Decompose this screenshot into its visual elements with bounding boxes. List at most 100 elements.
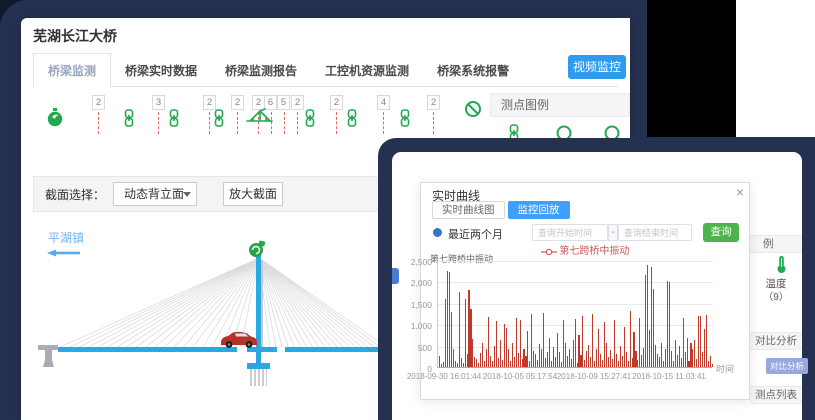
thermometer-icon[interactable] xyxy=(776,255,787,274)
chart-y-tick-label: 0 xyxy=(427,364,432,374)
chart-bar xyxy=(547,351,549,367)
video-monitor-button[interactable]: 视频监控 xyxy=(568,55,626,79)
section-select-label: 截面选择： xyxy=(45,188,106,202)
chart-bar xyxy=(641,355,643,367)
chart-x-axis-label: 时间 xyxy=(716,364,735,374)
chart-bar xyxy=(666,281,668,367)
chart-bar xyxy=(468,289,470,367)
video-feed-area xyxy=(647,0,736,137)
main-tab-3[interactable]: 工控机资源监测 xyxy=(325,64,410,78)
chart-bar xyxy=(458,292,460,367)
bridge-sensor-icon[interactable] xyxy=(246,107,273,124)
chart-bar xyxy=(604,321,606,367)
chart-bar xyxy=(615,354,617,367)
deck-gap xyxy=(277,347,285,352)
chart-bar xyxy=(611,359,613,367)
chart-bar xyxy=(554,356,556,367)
chart-bar xyxy=(513,356,515,367)
chart-bar xyxy=(462,363,464,367)
dialog-tab-0[interactable]: 实时曲线图 xyxy=(432,201,505,219)
chart-bar xyxy=(545,357,547,367)
main-tab-bar: 桥梁监测 桥梁实时数据 桥梁监测报告 工控机资源监测 桥梁系统报警 xyxy=(33,53,523,88)
chart-bar xyxy=(706,315,708,367)
chain-sensor-icon[interactable] xyxy=(304,109,316,127)
chart-bar xyxy=(499,339,501,367)
sensor-count-badge: 6 xyxy=(264,95,277,110)
sensor-count-badge: 2 xyxy=(291,95,304,110)
chart-bar xyxy=(637,360,639,367)
chart-bar xyxy=(690,343,692,367)
main-tab-4[interactable]: 桥梁系统报警 xyxy=(437,64,510,78)
query-button[interactable]: 查询 xyxy=(703,223,739,242)
chain-sensor-icon[interactable] xyxy=(399,109,411,127)
recent-range-radio[interactable] xyxy=(433,228,442,237)
chart-bar xyxy=(476,359,478,367)
chart-bar xyxy=(625,352,627,367)
car-on-bridge xyxy=(219,329,259,349)
sensor-dash-line xyxy=(98,112,99,134)
chart-bar xyxy=(543,312,545,367)
stopwatch-icon[interactable] xyxy=(46,108,64,128)
close-icon[interactable]: × xyxy=(736,184,745,200)
temperature-legend-label[interactable]: 温度 xyxy=(765,278,787,290)
tabs-underline xyxy=(33,86,618,87)
chart-bar xyxy=(696,359,698,367)
chart-bar xyxy=(590,357,592,367)
chart-bar xyxy=(515,317,517,367)
chain-sensor-icon[interactable] xyxy=(168,109,180,127)
chart-bar xyxy=(584,360,586,367)
chart-bar xyxy=(680,358,682,367)
chart-bar xyxy=(566,355,568,367)
chart-bar xyxy=(529,361,531,367)
chain-sensor-icon[interactable] xyxy=(213,109,225,127)
chart-bar xyxy=(562,319,564,367)
compare-analysis-button[interactable]: 对比分析 xyxy=(766,358,808,374)
chart-bar xyxy=(605,343,608,367)
chart-bar xyxy=(578,334,580,367)
chart-bar xyxy=(537,360,539,367)
compare-section-header: 对比分析 xyxy=(750,332,802,350)
chart-bar xyxy=(643,347,645,367)
page-title: 芜湖长江大桥 xyxy=(33,28,117,44)
query-end-input[interactable] xyxy=(618,224,692,241)
chart-bar xyxy=(446,270,448,367)
chart-bar xyxy=(686,337,688,367)
chain-sensor-icon[interactable] xyxy=(123,109,135,127)
chart-bar xyxy=(710,356,712,367)
sensor-dash-line xyxy=(209,112,210,134)
main-tab-0[interactable]: 桥梁监测 xyxy=(33,53,112,88)
main-tab-2[interactable]: 桥梁监测报告 xyxy=(225,64,298,78)
chart-bar xyxy=(492,361,494,367)
chart-bar xyxy=(560,361,562,367)
bridge-deck xyxy=(58,347,390,352)
sensor-count-badge: 3 xyxy=(152,95,165,110)
sensor-dash-line xyxy=(284,112,285,134)
chart-bar xyxy=(588,344,590,367)
chart-bar xyxy=(598,328,600,367)
sensor-count-badge: 2 xyxy=(427,95,440,110)
chain-sensor-icon[interactable] xyxy=(346,109,358,127)
chart-bar xyxy=(629,311,631,367)
chart-bar xyxy=(594,361,596,367)
temperature-legend-count: （9） xyxy=(763,292,789,303)
chart-bar xyxy=(623,326,625,367)
chart-legend[interactable]: 第七跨桥中振动 xyxy=(420,242,750,257)
query-start-input[interactable] xyxy=(532,224,608,241)
chart-bar xyxy=(448,271,450,367)
chart-bar xyxy=(704,329,706,367)
main-tab-1[interactable]: 桥梁实时数据 xyxy=(125,64,198,78)
sensor-count-badge: 2 xyxy=(203,95,216,110)
no-entry-icon[interactable] xyxy=(464,100,482,118)
chart-bar xyxy=(592,313,594,367)
chart-bar xyxy=(568,348,570,367)
chart-bar xyxy=(708,360,710,367)
dialog-tab-1[interactable]: 监控回放 xyxy=(507,201,570,219)
zoom-section-button[interactable]: 放大截面 xyxy=(223,182,283,206)
sensor-count-badge: 2 xyxy=(330,95,343,110)
chart-bar xyxy=(613,320,615,367)
chart-bar xyxy=(442,361,445,367)
chart-bar xyxy=(495,320,498,367)
chart-bar xyxy=(517,353,519,367)
camera-sensor-icon[interactable] xyxy=(246,239,268,259)
chart-bar xyxy=(541,349,543,367)
